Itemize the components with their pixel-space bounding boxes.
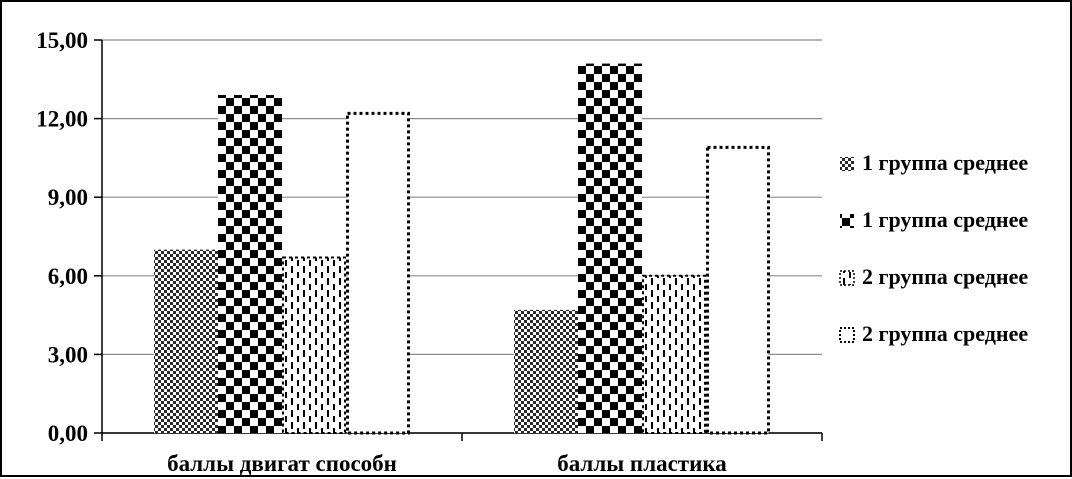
y-tick-label: 0,00 xyxy=(48,421,88,446)
legend-swatch xyxy=(839,270,855,286)
bar xyxy=(346,111,410,435)
y-tick-label: 3,00 xyxy=(48,342,88,367)
category-labels: баллы двигат способн баллы пластика xyxy=(167,451,727,476)
legend-swatch xyxy=(839,327,855,343)
bar xyxy=(706,145,770,435)
legend-swatch xyxy=(840,157,854,171)
bar xyxy=(578,63,642,433)
y-tick-labels: 0,00 3,00 6,00 9,00 12,00 15,00 xyxy=(36,28,88,446)
bar xyxy=(154,249,218,433)
legend-label: 1 группа среднее xyxy=(862,150,1028,175)
y-tick-label: 15,00 xyxy=(36,28,88,53)
bar xyxy=(218,95,282,434)
legend-label: 1 группа среднее xyxy=(862,207,1028,232)
y-tick-label: 12,00 xyxy=(36,107,88,132)
bars xyxy=(154,63,770,435)
x-category-label: баллы пластика xyxy=(557,451,727,476)
bar xyxy=(514,309,578,433)
y-tick-label: 6,00 xyxy=(48,264,88,289)
bar xyxy=(282,256,346,434)
legend-label: 2 группа среднее xyxy=(862,321,1028,346)
legend: 1 группа среднее 1 группа среднее 2 группа… xyxy=(839,150,1028,346)
bar xyxy=(642,274,706,434)
x-category-label: баллы двигат способн xyxy=(167,451,397,476)
legend-swatch xyxy=(840,214,854,228)
y-tick-label: 9,00 xyxy=(48,185,88,210)
legend-label: 2 группа среднее xyxy=(862,264,1028,289)
